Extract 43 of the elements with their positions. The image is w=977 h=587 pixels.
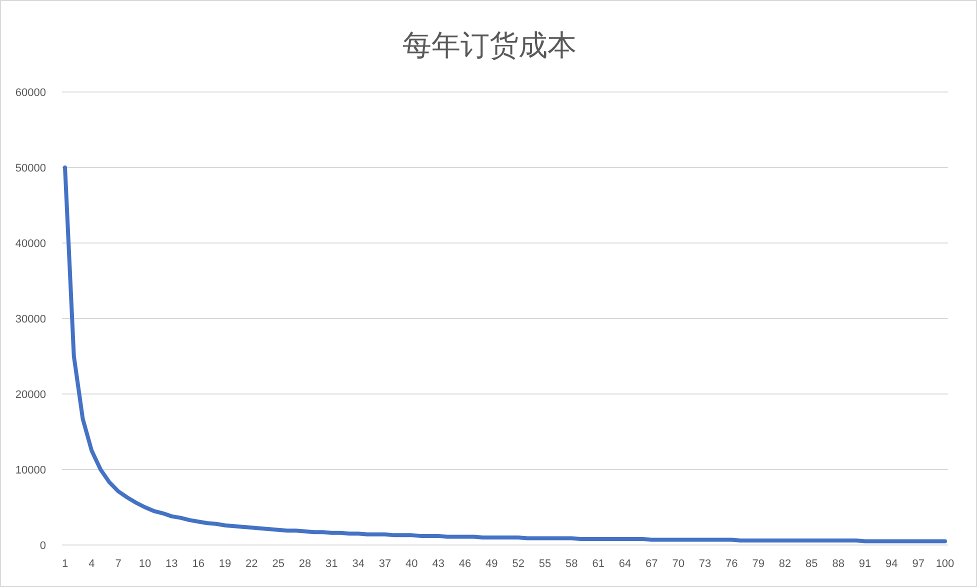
y-tick-label: 40000: [15, 238, 46, 250]
x-tick-label: 19: [218, 558, 232, 570]
x-tick-label: 91: [858, 558, 872, 570]
y-tick-label: 20000: [15, 388, 46, 401]
x-tick-label: 7: [115, 558, 122, 570]
x-tick-label: 52: [512, 558, 524, 570]
x-tick-label: 64: [618, 558, 632, 570]
x-tick-label: 34: [352, 558, 364, 570]
y-tick-label: 30000: [15, 313, 46, 326]
x-tick-label: 43: [432, 558, 444, 570]
x-tick-label: 31: [326, 558, 338, 570]
x-tick-label: 46: [458, 558, 472, 570]
x-tick-label: 76: [726, 558, 738, 570]
x-tick-label: 88: [832, 558, 844, 570]
x-tick-label: 1: [62, 558, 68, 570]
y-tick-label: 0: [40, 540, 46, 552]
x-tick-label: 22: [246, 558, 258, 570]
y-tick-label: 10000: [15, 464, 46, 476]
x-tick-label: 73: [698, 558, 712, 570]
x-tick-label: 37: [378, 558, 392, 570]
x-tick-label: 16: [192, 558, 204, 570]
y-tick-label: 50000: [15, 162, 46, 174]
x-tick-label: 25: [272, 558, 284, 570]
x-tick-label: 79: [752, 558, 764, 570]
y-tick-label: 60000: [15, 86, 46, 99]
x-tick-label: 82: [778, 558, 792, 570]
x-tick-label: 70: [672, 558, 684, 570]
x-tick-label: 67: [646, 558, 658, 570]
x-tick-label: 94: [886, 558, 898, 570]
x-tick-label: 49: [486, 558, 498, 570]
x-tick-label: 85: [806, 558, 818, 570]
x-tick-label: 61: [592, 558, 604, 570]
x-tick-label: 10: [138, 558, 152, 570]
x-tick-label: 40: [406, 558, 418, 570]
x-tick-label: 28: [298, 558, 312, 570]
x-tick-label: 100: [936, 558, 954, 570]
x-tick-label: 55: [538, 558, 552, 570]
x-tick-label: 13: [166, 558, 178, 570]
x-tick-label: 58: [566, 558, 578, 570]
chart-title: 每年订货成本: [402, 27, 578, 64]
x-tick-label: 97: [912, 558, 924, 570]
line-series: [63, 166, 947, 544]
x-tick-label: 4: [88, 558, 95, 570]
